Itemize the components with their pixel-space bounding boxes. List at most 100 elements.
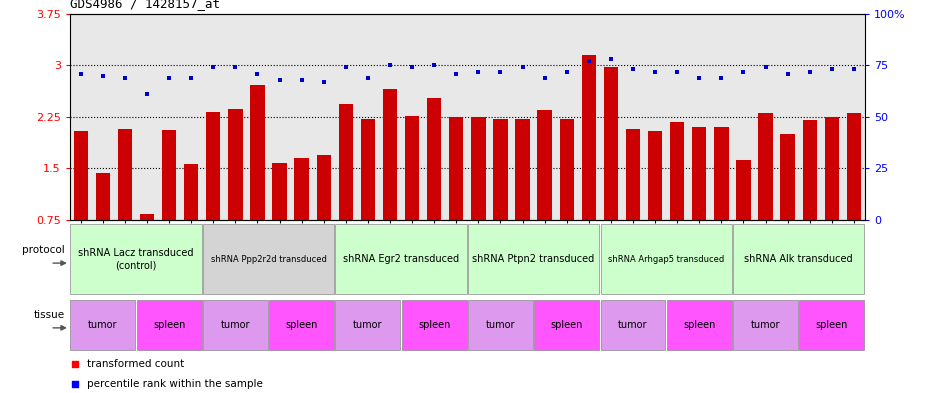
Bar [383, 90, 397, 220]
Bar [692, 127, 707, 220]
Bar [799, 300, 864, 350]
Point [824, 66, 839, 73]
Bar [667, 300, 732, 350]
Bar [250, 84, 265, 220]
Bar [361, 119, 375, 220]
Point [670, 68, 684, 75]
Text: tumor: tumor [88, 320, 117, 330]
Point [511, 308, 525, 314]
Point [515, 64, 530, 71]
Point [714, 75, 729, 81]
Text: transformed count: transformed count [87, 359, 184, 369]
Point [117, 75, 132, 81]
Point [294, 77, 309, 83]
Point [803, 68, 817, 75]
Text: percentile rank within the sample: percentile rank within the sample [87, 379, 263, 389]
Bar [137, 300, 202, 350]
Point [206, 64, 220, 71]
Text: tumor: tumor [485, 320, 515, 330]
Point [780, 70, 795, 77]
Point [184, 75, 199, 81]
Bar [468, 300, 533, 350]
Point [73, 70, 88, 77]
Bar [336, 224, 467, 294]
Bar [73, 131, 88, 220]
Bar [269, 300, 334, 350]
Text: shRNA Arhgap5 transduced: shRNA Arhgap5 transduced [608, 255, 724, 264]
Bar [733, 224, 864, 294]
Text: spleen: spleen [286, 320, 318, 330]
Point [449, 70, 464, 77]
Text: shRNA Ppp2r2d transduced: shRNA Ppp2r2d transduced [210, 255, 326, 264]
Bar [336, 300, 401, 350]
Bar [339, 104, 353, 220]
Text: spleen: spleen [153, 320, 185, 330]
Bar [118, 129, 132, 220]
Bar [162, 130, 177, 220]
Bar [228, 109, 243, 220]
Text: tumor: tumor [751, 320, 780, 330]
Text: tissue: tissue [34, 310, 65, 320]
Text: shRNA Lacz transduced
(control): shRNA Lacz transduced (control) [78, 248, 193, 270]
Text: shRNA Ptpn2 transduced: shRNA Ptpn2 transduced [472, 254, 594, 264]
Bar [560, 119, 574, 220]
Point [339, 64, 353, 71]
Text: shRNA Egr2 transduced: shRNA Egr2 transduced [343, 254, 459, 264]
Bar [538, 110, 551, 220]
Point [758, 64, 773, 71]
Text: shRNA Alk transduced: shRNA Alk transduced [744, 254, 853, 264]
Point [626, 66, 641, 73]
Point [736, 68, 751, 75]
Point [427, 62, 442, 68]
Text: protocol: protocol [22, 244, 65, 255]
Bar [780, 134, 795, 220]
Point [361, 75, 376, 81]
Bar [648, 131, 662, 220]
Bar [472, 117, 485, 220]
Bar [272, 163, 286, 220]
Bar [402, 300, 467, 350]
Bar [758, 114, 773, 220]
Point [692, 75, 707, 81]
Bar [493, 119, 508, 220]
Bar [581, 55, 596, 220]
Bar [714, 127, 728, 220]
Bar [203, 300, 268, 350]
Point [162, 75, 177, 81]
Bar [825, 117, 839, 220]
Bar [71, 300, 136, 350]
Bar [203, 224, 334, 294]
Point [228, 64, 243, 71]
Text: tumor: tumor [618, 320, 647, 330]
Text: spleen: spleen [816, 320, 848, 330]
Point [96, 72, 111, 79]
Point [647, 68, 662, 75]
Point [316, 79, 331, 85]
Bar [737, 160, 751, 220]
Bar [803, 120, 817, 220]
Bar [71, 224, 202, 294]
Bar [534, 300, 599, 350]
Point [581, 58, 596, 64]
Bar [316, 155, 331, 220]
Text: spleen: spleen [683, 320, 715, 330]
Point [250, 70, 265, 77]
Point [405, 64, 419, 71]
Text: spleen: spleen [551, 320, 583, 330]
Point [538, 75, 552, 81]
Bar [295, 158, 309, 220]
Bar [626, 129, 640, 220]
Point [511, 125, 525, 131]
Point [140, 91, 154, 97]
Bar [670, 122, 684, 220]
Bar [846, 114, 861, 220]
Point [471, 68, 485, 75]
Text: spleen: spleen [418, 320, 450, 330]
Point [382, 62, 397, 68]
Bar [733, 300, 798, 350]
Text: tumor: tumor [353, 320, 382, 330]
Bar [184, 163, 198, 220]
Point [846, 66, 861, 73]
Point [493, 68, 508, 75]
Bar [449, 117, 463, 220]
